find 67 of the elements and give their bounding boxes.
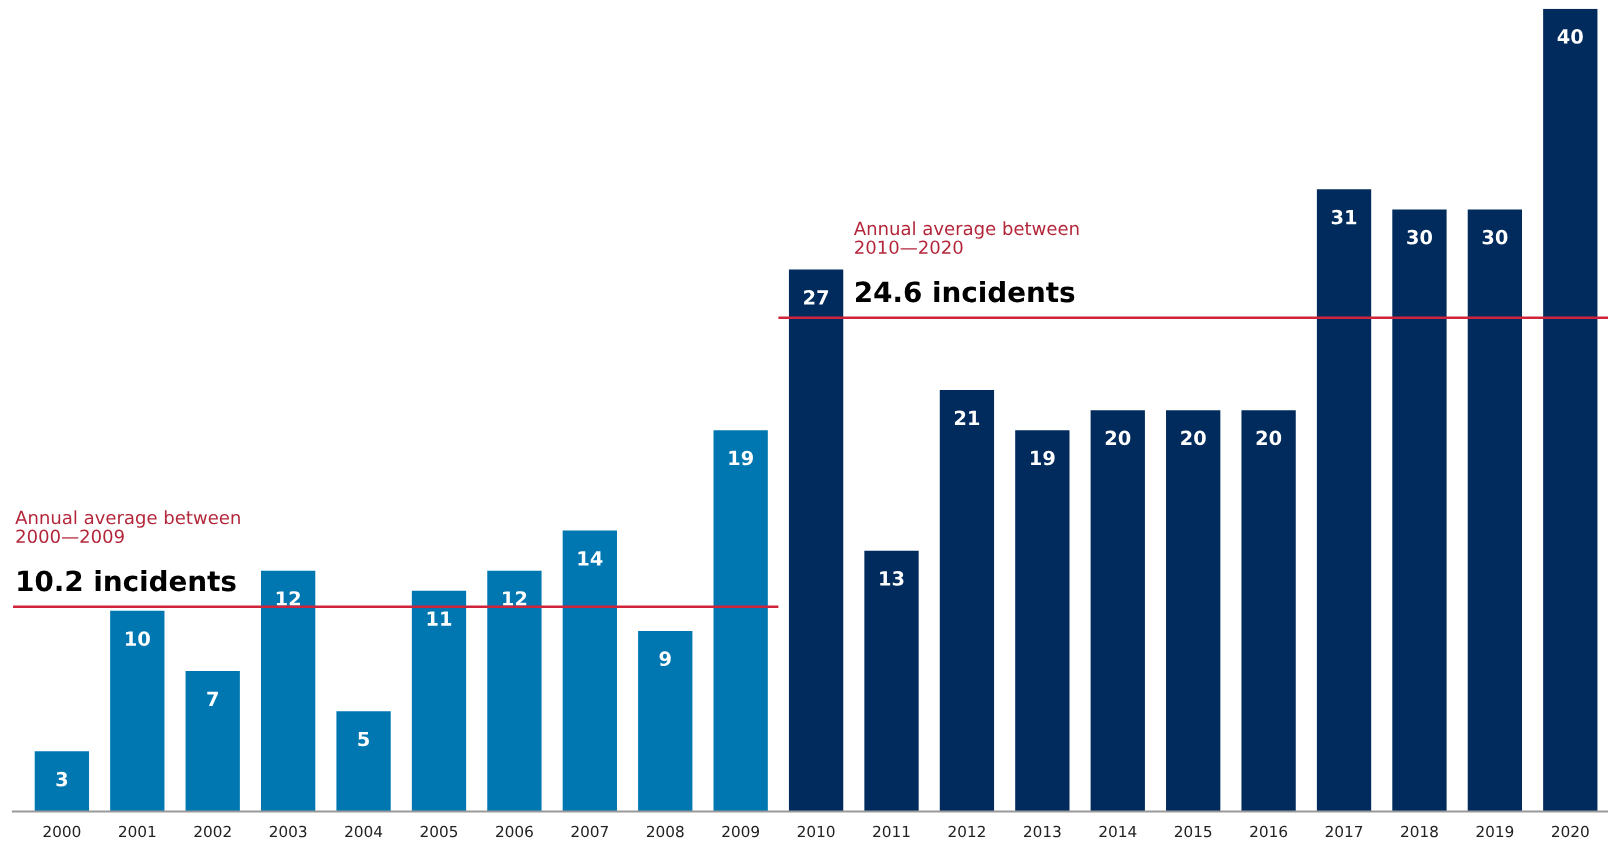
- bar: [1166, 410, 1221, 812]
- x-tick-label: 2018: [1401, 825, 1438, 838]
- x-tick-label: 2004: [345, 825, 383, 838]
- x-tick-label: 2011: [873, 825, 910, 838]
- x-tick-label: 2001: [118, 825, 156, 838]
- bar: [1316, 189, 1372, 812]
- bar: [1241, 410, 1296, 812]
- data-label: 11: [427, 611, 452, 626]
- x-tick-label: 2002: [194, 825, 231, 838]
- data-label: 20: [1105, 430, 1131, 446]
- bar: [1467, 209, 1523, 812]
- bar: [336, 711, 391, 812]
- bar: [638, 630, 693, 812]
- bar: [1015, 430, 1070, 812]
- bar: [110, 610, 165, 812]
- x-tick-label: 2019: [1476, 825, 1514, 838]
- bar: [1392, 209, 1447, 812]
- data-label: 40: [1557, 29, 1583, 44]
- bar: [1543, 8, 1598, 812]
- annotation: Annual average between 2000—2009: [15, 510, 240, 544]
- bar: [939, 390, 995, 812]
- data-label: 3: [56, 771, 68, 787]
- bar: [487, 570, 542, 812]
- data-label: 21: [954, 410, 980, 425]
- data-label: 12: [503, 591, 527, 606]
- data-label: 5: [358, 731, 369, 747]
- data-label: 19: [1031, 450, 1055, 466]
- bar: [864, 550, 919, 812]
- x-tick-label: 2010: [797, 825, 835, 838]
- data-label: 7: [207, 691, 218, 706]
- bar: [713, 430, 768, 812]
- bar: [562, 530, 617, 812]
- x-tick-label: 2005: [420, 825, 458, 838]
- data-label: 30: [1482, 229, 1508, 245]
- x-tick-label: 2000: [43, 825, 81, 838]
- x-tick-label: 2017: [1325, 825, 1363, 838]
- ref-line-label: 24.6 incidents: [855, 280, 1075, 303]
- x-tick-label: 2015: [1174, 825, 1212, 838]
- bar: [1090, 410, 1145, 812]
- bar: [34, 751, 90, 812]
- x-tick-label: 2009: [722, 825, 760, 838]
- data-label: 9: [659, 651, 671, 667]
- x-tick-label: 2003: [269, 825, 307, 838]
- data-label: 10: [125, 631, 150, 646]
- bar: [185, 671, 240, 812]
- data-label: 31: [1331, 209, 1357, 225]
- x-tick-label: 2012: [948, 825, 985, 838]
- data-label: 20: [1181, 430, 1206, 446]
- x-tick-label: 2020: [1551, 825, 1589, 838]
- data-label: 20: [1256, 430, 1282, 446]
- bar: [411, 590, 467, 812]
- bar: [261, 570, 316, 812]
- data-label: 30: [1407, 229, 1433, 245]
- data-label: 14: [578, 551, 603, 566]
- data-label: 19: [729, 450, 753, 466]
- data-label: 12: [276, 591, 300, 606]
- x-tick-label: 2013: [1024, 825, 1061, 838]
- x-tick-label: 2016: [1250, 825, 1288, 838]
- annotation: Annual average between 2010—2020: [853, 221, 1079, 255]
- x-tick-label: 2007: [571, 825, 608, 838]
- x-tick-label: 2006: [496, 825, 533, 838]
- data-label: 13: [880, 571, 904, 586]
- x-tick-label: 2008: [646, 825, 684, 838]
- ref-line-label: 10.2 incidents: [18, 569, 236, 592]
- x-tick-label: 2014: [1099, 825, 1137, 838]
- bar: [788, 269, 844, 812]
- data-label: 27: [804, 290, 829, 305]
